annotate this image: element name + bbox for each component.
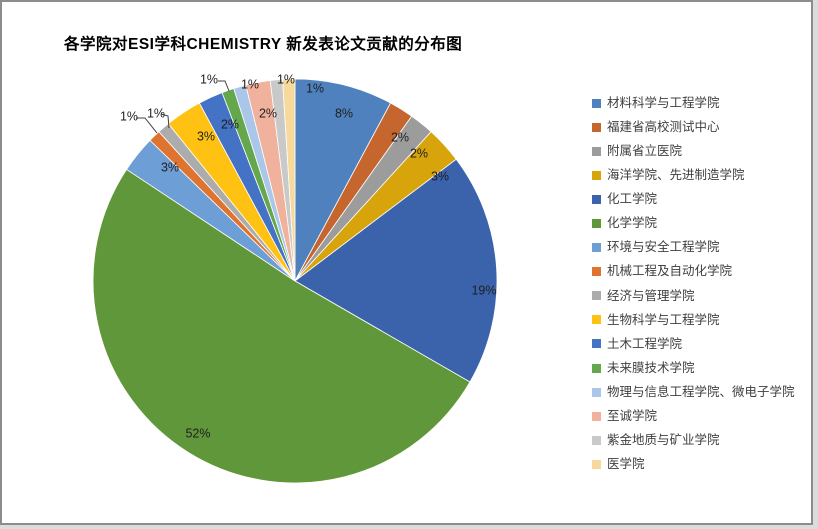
label-leader-line — [136, 117, 158, 134]
pct-label-12: 1% — [241, 77, 259, 91]
legend-item-10[interactable]: 土木工程学院 — [592, 332, 795, 356]
pct-label-8: 1% — [147, 106, 165, 120]
legend-label: 福建省高校测试中心 — [607, 119, 720, 134]
legend-swatch-icon — [592, 122, 601, 132]
legend-item-4[interactable]: 化工学院 — [592, 187, 795, 211]
legend-swatch-icon — [592, 267, 601, 277]
legend-label: 未来膜技术学院 — [607, 360, 695, 375]
legend-label: 至诚学院 — [607, 409, 658, 424]
legend-label: 化学学院 — [607, 216, 658, 231]
legend-item-3[interactable]: 海洋学院、先进制造学院 — [592, 163, 795, 187]
legend-swatch-icon — [592, 170, 601, 180]
legend-item-6[interactable]: 环境与安全工程学院 — [592, 236, 795, 260]
legend-swatch-icon — [592, 219, 601, 229]
legend-item-14[interactable]: 紫金地质与矿业学院 — [592, 428, 795, 452]
pct-label-0: 8% — [335, 106, 353, 120]
pie-slice-15[interactable] — [282, 78, 296, 282]
pct-label-9: 3% — [197, 129, 215, 143]
pct-label-14: 1% — [277, 72, 295, 86]
legend-item-13[interactable]: 至诚学院 — [592, 404, 795, 428]
pct-label-2: 2% — [410, 146, 428, 160]
legend-label: 材料科学与工程学院 — [607, 95, 720, 110]
legend-label: 生物科学与工程学院 — [607, 312, 720, 327]
legend-swatch-icon — [592, 315, 601, 325]
legend-label: 紫金地质与矿业学院 — [607, 433, 720, 448]
chart-title: 各学院对ESI学科CHEMISTRY 新发表论文贡献的分布图 — [64, 36, 463, 53]
legend-item-15[interactable]: 医学院 — [592, 452, 795, 476]
legend-swatch-icon — [592, 411, 601, 421]
legend-item-7[interactable]: 机械工程及自动化学院 — [592, 260, 795, 284]
legend-swatch-icon — [592, 146, 601, 156]
legend-label: 机械工程及自动化学院 — [607, 264, 733, 279]
pct-label-5: 52% — [185, 426, 210, 440]
legend-swatch-icon — [592, 339, 601, 349]
legend-item-1[interactable]: 福建省高校测试中心 — [592, 115, 795, 139]
legend: 材料科学与工程学院 福建省高校测试中心 附属省立医院海洋学院、先进制造学院 化工学院化… — [592, 91, 795, 477]
legend-item-8[interactable]: 经济与管理学院 — [592, 284, 795, 308]
legend-item-2[interactable]: 附属省立医院 — [592, 139, 795, 163]
legend-item-12[interactable]: 物理与信息工程学院、微电子学院 — [592, 380, 795, 404]
legend-label: 物理与信息工程学院、微电子学院 — [607, 384, 795, 399]
pie-slice-4[interactable] — [294, 158, 498, 383]
legend-label: 医学院 — [607, 457, 645, 472]
pct-label-4: 19% — [471, 283, 496, 297]
legend-label: 化工学院 — [607, 192, 658, 207]
legend-swatch-icon — [592, 243, 601, 253]
pct-label-7: 1% — [120, 109, 138, 123]
pct-label-1: 2% — [391, 130, 409, 144]
pct-label-6: 3% — [161, 160, 179, 174]
legend-label: 附属省立医院 — [607, 143, 683, 158]
legend-swatch-icon — [592, 291, 601, 301]
legend-label: 土木工程学院 — [607, 336, 683, 351]
legend-swatch-icon — [592, 363, 601, 373]
legend-item-0[interactable]: 材料科学与工程学院 — [592, 91, 795, 115]
pie-slice-0[interactable] — [294, 78, 392, 282]
legend-swatch-icon — [592, 194, 601, 204]
pct-label-10: 2% — [221, 117, 239, 131]
legend-item-9[interactable]: 生物科学与工程学院 — [592, 308, 795, 332]
label-leader-line — [218, 80, 230, 92]
legend-label: 海洋学院、先进制造学院 — [607, 168, 745, 183]
pct-label-3: 3% — [431, 169, 449, 183]
legend-item-11[interactable]: 未来膜技术学院 — [592, 356, 795, 380]
pie-slice-5[interactable] — [92, 168, 471, 484]
label-leader-line — [160, 113, 170, 129]
legend-swatch-icon — [592, 459, 601, 469]
pct-label-15: 1% — [306, 81, 324, 95]
legend-label: 经济与管理学院 — [607, 288, 695, 303]
pct-label-11: 1% — [200, 72, 218, 86]
legend-swatch-icon — [592, 435, 601, 445]
pct-label-13: 2% — [259, 106, 277, 120]
legend-item-5[interactable]: 化学学院 — [592, 211, 795, 235]
legend-label: 环境与安全工程学院 — [607, 240, 720, 255]
legend-swatch-icon — [592, 98, 601, 108]
legend-swatch-icon — [592, 387, 601, 397]
